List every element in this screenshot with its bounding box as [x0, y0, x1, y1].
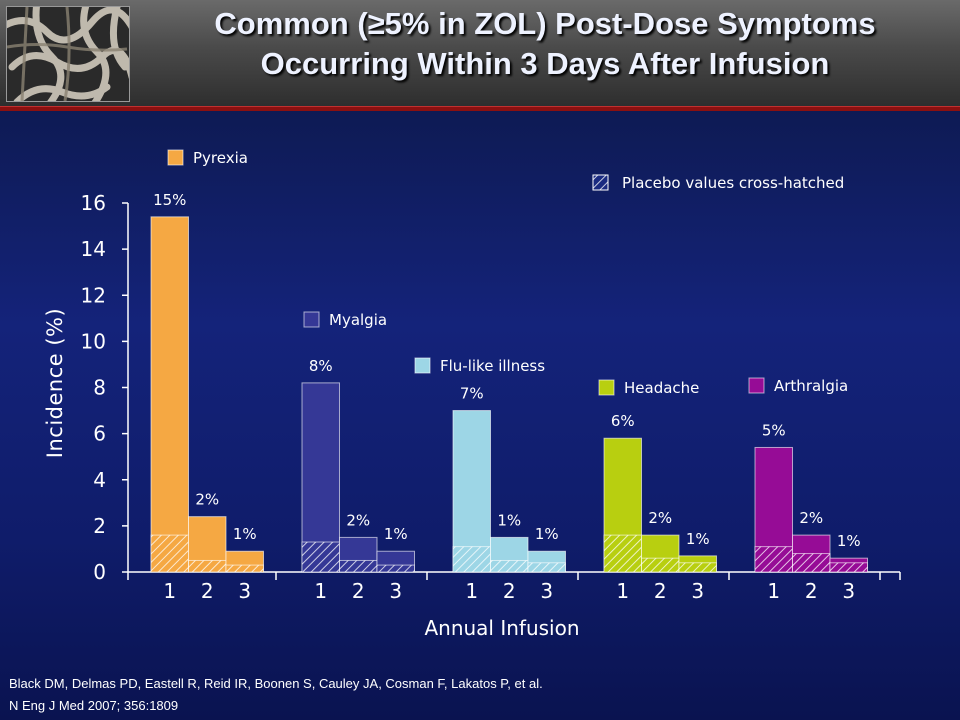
title-banner	[0, 0, 960, 106]
data-label: 1%	[233, 525, 257, 543]
data-label: 2%	[648, 509, 672, 527]
x-tick-label: 2	[352, 579, 365, 603]
y-axis-title: Incidence (%)	[43, 308, 67, 458]
legend-swatch	[167, 149, 184, 166]
placebo-hatch	[528, 562, 566, 572]
x-tick-label: 3	[540, 579, 553, 603]
data-label: 2%	[195, 491, 219, 509]
legend-swatch	[748, 377, 765, 394]
placebo-hatch	[188, 560, 226, 572]
legend-label: Pyrexia	[193, 149, 248, 167]
x-axis-title: Annual Infusion	[424, 616, 579, 640]
placebo-hatch	[755, 546, 793, 572]
data-label: 2%	[799, 509, 823, 527]
placebo-legend-label: Placebo values cross-hatched	[622, 174, 844, 192]
zol-bar	[301, 382, 340, 573]
citation-authors: Black DM, Delmas PD, Eastell R, Reid IR,…	[9, 676, 543, 691]
x-tick-label: 1	[314, 579, 327, 603]
placebo-hatch	[377, 565, 415, 572]
y-tick-label: 6	[93, 422, 106, 446]
data-label: 1%	[837, 532, 861, 550]
placebo-hatch	[302, 542, 340, 572]
placebo-hatch	[226, 565, 264, 572]
data-label: 1%	[686, 530, 710, 548]
data-label: 5%	[762, 421, 786, 439]
y-tick-label: 16	[81, 191, 106, 215]
data-label: 6%	[611, 412, 635, 430]
page-title: Common (≥5% in ZOL) Post-Dose Symptoms O…	[140, 4, 950, 84]
legend-swatch	[303, 311, 320, 328]
legend-swatch	[414, 357, 431, 374]
title-line-1: Common (≥5% in ZOL) Post-Dose Symptoms	[214, 6, 876, 41]
data-label: 1%	[384, 525, 408, 543]
x-tick-label: 1	[163, 579, 176, 603]
title-line-2: Occurring Within 3 Days After Infusion	[260, 46, 830, 81]
x-tick-label: 3	[691, 579, 704, 603]
bone-texture-image	[6, 6, 130, 102]
title-underline	[0, 106, 960, 111]
data-label: 8%	[309, 357, 333, 375]
legend-swatch	[598, 379, 615, 396]
x-tick-label: 1	[616, 579, 629, 603]
y-tick-label: 10	[81, 329, 106, 353]
placebo-hatch	[792, 553, 830, 572]
y-tick-label: 2	[93, 514, 106, 538]
data-label: 1%	[497, 511, 521, 529]
y-tick-label: 0	[93, 560, 106, 584]
placebo-hatch	[339, 560, 377, 572]
x-tick-label: 3	[842, 579, 855, 603]
x-tick-label: 2	[654, 579, 667, 603]
citation-journal: N Eng J Med 2007; 356:1809	[9, 698, 179, 713]
data-label: 2%	[346, 511, 370, 529]
x-tick-label: 2	[201, 579, 214, 603]
x-tick-label: 3	[389, 579, 402, 603]
legend-label: Arthralgia	[774, 377, 848, 395]
x-tick-label: 1	[767, 579, 780, 603]
legend-label: Flu-like illness	[440, 357, 545, 375]
placebo-legend-hatch	[593, 175, 608, 190]
x-tick-label: 1	[465, 579, 478, 603]
y-tick-label: 4	[93, 468, 106, 492]
placebo-hatch	[641, 558, 679, 572]
placebo-hatch	[151, 535, 189, 572]
data-label: 1%	[535, 525, 559, 543]
x-tick-label: 3	[238, 579, 251, 603]
placebo-hatch	[604, 535, 642, 572]
data-label: 7%	[460, 385, 484, 403]
legend-label: Headache	[624, 379, 699, 397]
y-tick-label: 12	[81, 283, 106, 307]
placebo-hatch	[453, 546, 491, 572]
y-tick-label: 8	[93, 376, 106, 400]
data-label: 15%	[153, 191, 186, 209]
x-tick-label: 2	[503, 579, 516, 603]
legend-label: Myalgia	[329, 311, 387, 329]
zol-bar	[452, 410, 491, 573]
placebo-hatch	[830, 562, 868, 572]
placebo-hatch	[490, 560, 528, 572]
x-tick-label: 2	[805, 579, 818, 603]
y-tick-label: 14	[81, 237, 106, 261]
zol-bar	[150, 216, 189, 573]
placebo-hatch	[679, 562, 717, 572]
